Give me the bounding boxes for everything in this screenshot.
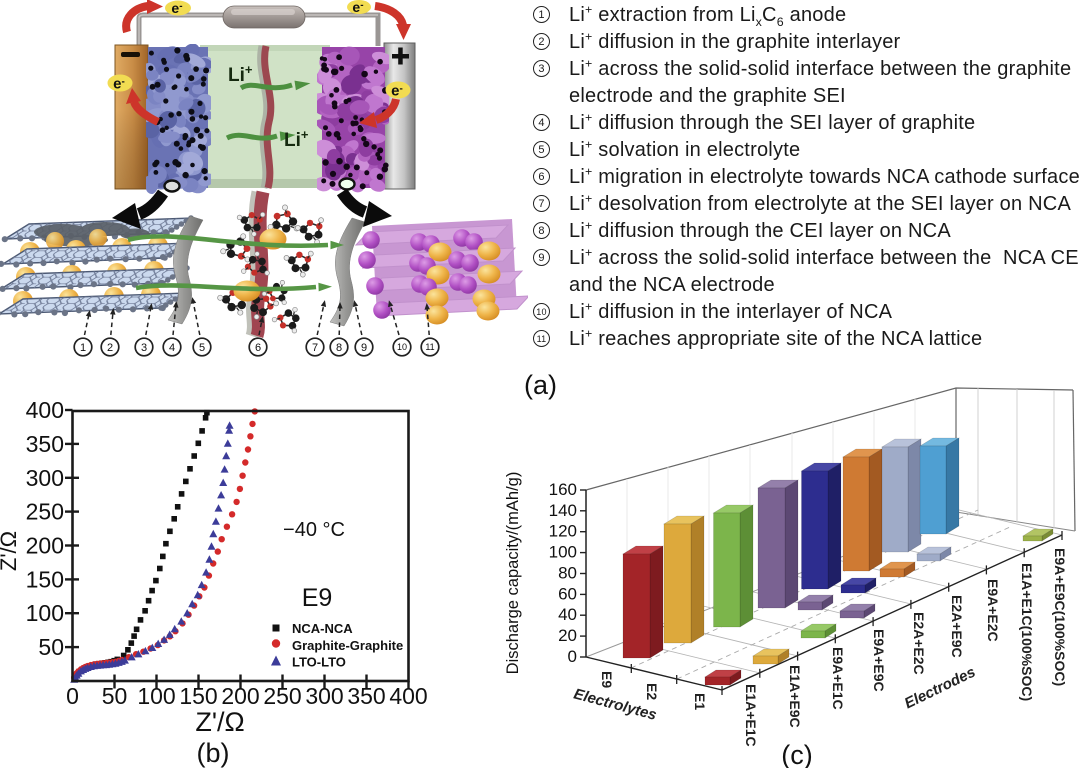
svg-text:100: 100 xyxy=(26,600,64,626)
svg-text:E1A+E9C: E1A+E9C xyxy=(787,665,803,728)
svg-text:E2A+E9C: E2A+E9C xyxy=(949,595,965,658)
svg-text:Z'/Ω: Z'/Ω xyxy=(0,531,21,571)
svg-text:250: 250 xyxy=(26,499,64,525)
svg-text:Z'/Ω: Z'/Ω xyxy=(195,707,244,737)
svg-text:E9A+E1C: E9A+E1C xyxy=(830,647,846,710)
svg-text:40: 40 xyxy=(558,605,577,624)
svg-text:e-: e- xyxy=(171,0,182,16)
svg-text:20: 20 xyxy=(558,626,577,645)
svg-text:E1: E1 xyxy=(692,693,708,710)
svg-text:150: 150 xyxy=(179,683,217,709)
svg-text:50: 50 xyxy=(38,634,64,660)
svg-text:Discharge capacity/(mAh/g): Discharge capacity/(mAh/g) xyxy=(504,472,522,675)
svg-text:60: 60 xyxy=(558,584,577,603)
svg-text:e-: e- xyxy=(113,75,125,92)
svg-text:E9: E9 xyxy=(302,584,333,612)
svg-text:E2A+E2C: E2A+E2C xyxy=(911,612,927,675)
svg-text:7: 7 xyxy=(312,342,318,354)
svg-text:E1A+E1C(100%SOC): E1A+E1C(100%SOC) xyxy=(1019,563,1035,701)
svg-text:80: 80 xyxy=(558,564,577,583)
svg-text:100: 100 xyxy=(549,543,577,562)
svg-text:200: 200 xyxy=(221,683,259,709)
svg-text:50: 50 xyxy=(102,683,128,709)
svg-text:350: 350 xyxy=(347,683,385,709)
svg-text:1: 1 xyxy=(80,342,86,354)
svg-text:2: 2 xyxy=(107,342,113,354)
svg-text:120: 120 xyxy=(549,522,577,541)
svg-text:3: 3 xyxy=(141,342,147,354)
svg-text:NCA-NCA: NCA-NCA xyxy=(292,621,353,636)
svg-text:300: 300 xyxy=(26,465,64,491)
svg-text:350: 350 xyxy=(26,431,64,457)
svg-text:Graphite-Graphite: Graphite-Graphite xyxy=(292,638,403,653)
svg-text:E9A+E9C(100%SOC): E9A+E9C(100%SOC) xyxy=(1052,548,1068,686)
svg-text:E9A+E9C: E9A+E9C xyxy=(871,629,887,692)
svg-text:6: 6 xyxy=(255,342,261,354)
svg-text:−40 °C: −40 °C xyxy=(283,519,345,541)
svg-text:E9: E9 xyxy=(599,671,615,688)
svg-text:0: 0 xyxy=(568,647,577,666)
svg-text:E9A+E2C: E9A+E2C xyxy=(985,579,1001,642)
svg-text:160: 160 xyxy=(549,480,577,499)
svg-text:11: 11 xyxy=(425,342,434,352)
svg-text:9: 9 xyxy=(361,342,367,354)
svg-text:4: 4 xyxy=(169,342,175,354)
svg-text:8: 8 xyxy=(336,342,342,354)
svg-text:E2: E2 xyxy=(644,683,660,700)
svg-text:100: 100 xyxy=(137,683,175,709)
svg-text:(b): (b) xyxy=(197,738,230,768)
svg-text:150: 150 xyxy=(26,566,64,592)
svg-text:5: 5 xyxy=(199,342,205,354)
svg-text:400: 400 xyxy=(389,683,427,709)
svg-text:E1A+E1C: E1A+E1C xyxy=(743,684,759,747)
svg-text:LTO-LTO: LTO-LTO xyxy=(292,655,346,670)
svg-text:0: 0 xyxy=(66,683,79,709)
svg-text:10: 10 xyxy=(397,342,407,352)
svg-text:(c): (c) xyxy=(781,740,812,768)
svg-text:e-: e- xyxy=(352,0,363,15)
svg-text:300: 300 xyxy=(305,683,343,709)
svg-text:400: 400 xyxy=(26,397,64,423)
svg-text:200: 200 xyxy=(26,533,64,559)
svg-text:e-: e- xyxy=(391,82,403,99)
svg-text:250: 250 xyxy=(263,683,301,709)
svg-text:140: 140 xyxy=(549,501,577,520)
